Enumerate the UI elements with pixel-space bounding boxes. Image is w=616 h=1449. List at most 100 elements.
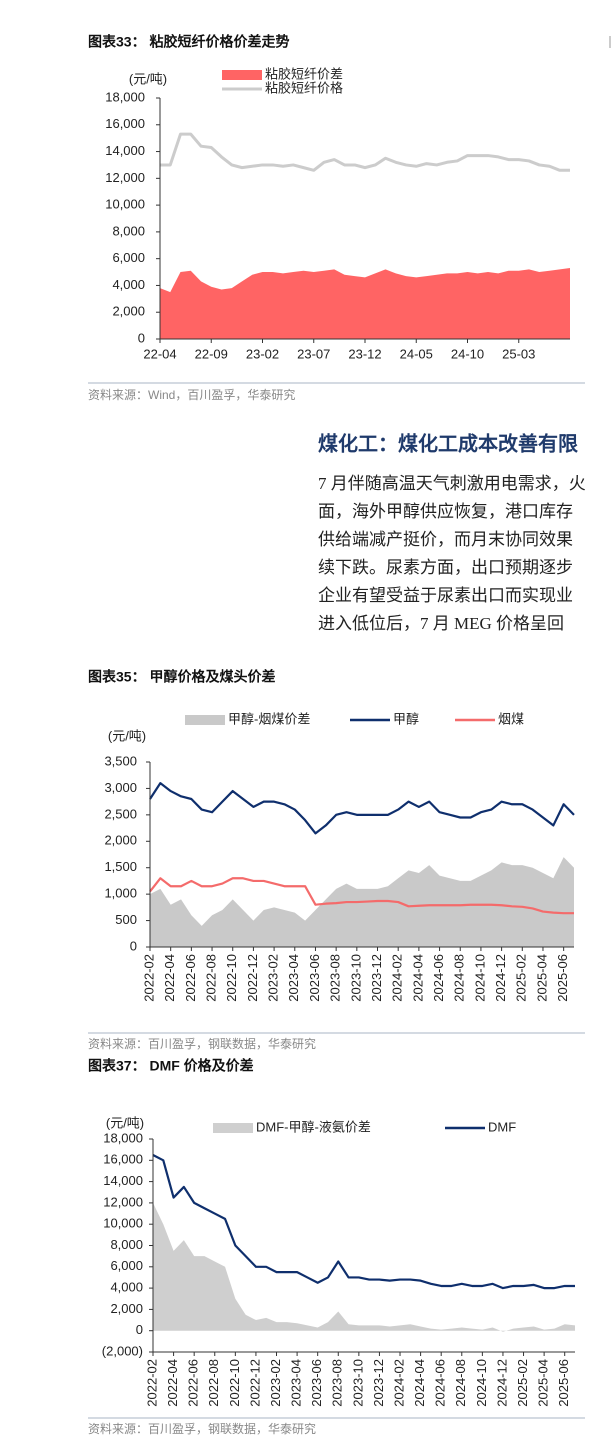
chart-title: 图表35： 甲醇价格及煤头价差 bbox=[88, 669, 275, 685]
y-tick-label: 14,000 bbox=[103, 1173, 143, 1188]
chart-title: 图表37： DMF 价格及价差 bbox=[88, 1058, 254, 1074]
x-tick-label: 2024-06 bbox=[431, 954, 446, 1002]
y-tick-label: 6,000 bbox=[110, 1258, 143, 1273]
x-tick-label: 23-12 bbox=[348, 346, 381, 361]
y-tick-label: 0 bbox=[136, 1322, 143, 1337]
source-note: 资料来源：Wind，百川盈孚，华泰研究 bbox=[88, 387, 295, 402]
y-tick-label: 0 bbox=[130, 938, 137, 953]
y-axis-unit: (元/吨) bbox=[106, 1115, 144, 1130]
x-tick-label: 2023-06 bbox=[307, 954, 322, 1002]
x-tick-label: 2023-12 bbox=[369, 954, 384, 1002]
y-tick-label: 2,000 bbox=[104, 833, 137, 848]
x-tick-label: 2022-12 bbox=[245, 954, 260, 1002]
y-tick-label: 18,000 bbox=[103, 1130, 143, 1145]
x-tick-label: 24-05 bbox=[400, 346, 433, 361]
legend-swatch bbox=[213, 1123, 253, 1133]
y-tick-label: 4,000 bbox=[110, 1280, 143, 1295]
y-tick-label: 8,000 bbox=[110, 1237, 143, 1252]
article-line: 面，海外甲醇供应恢复，港口库存 bbox=[318, 502, 573, 521]
x-tick-label: 2022-02 bbox=[141, 954, 156, 1002]
x-tick-label: 22-04 bbox=[143, 346, 176, 361]
y-tick-label: (2,000) bbox=[102, 1343, 143, 1358]
x-tick-label: 2022-02 bbox=[144, 1359, 159, 1407]
article-line: 企业有望受益于尿素出口而实现业 bbox=[318, 586, 573, 605]
x-tick-label: 2024-02 bbox=[391, 1359, 406, 1407]
x-tick-label: 2024-04 bbox=[410, 954, 425, 1002]
x-tick-label: 2024-02 bbox=[390, 954, 405, 1002]
legend-label: 粘胶短纤价格 bbox=[265, 80, 343, 95]
x-tick-label: 2022-06 bbox=[186, 1359, 201, 1407]
y-tick-label: 1,000 bbox=[104, 886, 137, 901]
y-tick-label: 2,500 bbox=[104, 806, 137, 821]
x-tick-label: 2024-06 bbox=[433, 1359, 448, 1407]
article-line: 续下跌。尿素方面，出口预期逐步 bbox=[318, 558, 573, 577]
x-tick-label: 2023-02 bbox=[268, 1359, 283, 1407]
x-tick-label: 2022-10 bbox=[224, 954, 239, 1002]
x-tick-label: 24-10 bbox=[451, 346, 484, 361]
y-tick-label: 4,000 bbox=[112, 277, 145, 292]
x-tick-label: 2024-10 bbox=[472, 954, 487, 1002]
y-tick-label: 500 bbox=[115, 912, 137, 927]
x-tick-label: 2023-08 bbox=[328, 954, 343, 1002]
x-tick-label: 2024-12 bbox=[494, 1359, 509, 1407]
y-axis-unit: (元/吨) bbox=[129, 71, 167, 86]
x-tick-label: 2023-08 bbox=[330, 1359, 345, 1407]
article-line: 进入低位后，7 月 MEG 价格呈回 bbox=[318, 614, 564, 633]
legend-swatch bbox=[222, 70, 262, 80]
x-tick-label: 2025-06 bbox=[555, 954, 570, 1002]
line bbox=[160, 132, 570, 172]
x-tick-label: 2025-06 bbox=[556, 1359, 571, 1407]
x-tick-label: 2025-04 bbox=[536, 1359, 551, 1407]
y-tick-label: 16,000 bbox=[105, 116, 145, 131]
x-tick-label: 2023-10 bbox=[350, 1359, 365, 1407]
x-tick-label: 2024-08 bbox=[453, 1359, 468, 1407]
y-tick-label: 6,000 bbox=[112, 250, 145, 265]
x-tick-label: 2023-02 bbox=[266, 954, 281, 1002]
area bbox=[153, 1202, 575, 1332]
y-tick-label: 10,000 bbox=[103, 1216, 143, 1231]
x-tick-label: 2024-10 bbox=[474, 1359, 489, 1407]
x-tick-label: 23-07 bbox=[297, 346, 330, 361]
legend-swatch bbox=[185, 715, 225, 725]
x-tick-label: 2022-04 bbox=[162, 954, 177, 1002]
x-tick-label: 2022-08 bbox=[206, 1359, 221, 1407]
x-tick-label: 2023-04 bbox=[286, 954, 301, 1002]
y-axis-unit: (元/吨) bbox=[108, 728, 146, 743]
x-tick-label: 2025-02 bbox=[514, 954, 529, 1002]
x-tick-label: 23-02 bbox=[246, 346, 279, 361]
article-line: 供给端减产挺价，而月末协同效果 bbox=[318, 530, 573, 549]
article-heading: 煤化工：煤化工成本改善有限 bbox=[318, 432, 578, 456]
line bbox=[152, 1153, 575, 1290]
line bbox=[149, 782, 575, 835]
x-tick-label: 2022-12 bbox=[247, 1359, 262, 1407]
legend-label: 烟煤 bbox=[498, 711, 524, 726]
x-tick-label: 2022-10 bbox=[227, 1359, 242, 1407]
x-tick-label: 22-09 bbox=[195, 346, 228, 361]
legend-label: DMF bbox=[488, 1119, 516, 1134]
x-tick-label: 2023-10 bbox=[348, 954, 363, 1002]
source-note: 资料来源：百川盈孚，钢联数据，华泰研究 bbox=[88, 1421, 316, 1436]
y-tick-label: 14,000 bbox=[105, 143, 145, 158]
x-tick-label: 2022-08 bbox=[203, 954, 218, 1002]
y-tick-label: 3,000 bbox=[104, 780, 137, 795]
x-tick-label: 2024-12 bbox=[493, 954, 508, 1002]
legend-label: DMF-甲醇-液氨价差 bbox=[256, 1119, 371, 1134]
y-tick-label: 8,000 bbox=[112, 223, 145, 238]
y-tick-label: 2,000 bbox=[110, 1301, 143, 1316]
legend-label: 甲醇 bbox=[393, 711, 419, 726]
y-tick-label: 10,000 bbox=[105, 197, 145, 212]
x-tick-label: 2022-04 bbox=[165, 1359, 180, 1407]
article-line: 7 月伴随高温天气刺激用电需求，火 bbox=[318, 474, 586, 493]
x-tick-label: 25-03 bbox=[502, 346, 535, 361]
x-tick-label: 2023-12 bbox=[371, 1359, 386, 1407]
y-tick-label: 12,000 bbox=[105, 170, 145, 185]
x-tick-label: 2025-02 bbox=[515, 1359, 530, 1407]
chart-title: 图表33： 粘胶短纤价格价差走势 bbox=[88, 34, 289, 50]
y-tick-label: 3,500 bbox=[104, 753, 137, 768]
area bbox=[160, 268, 570, 339]
x-tick-label: 2023-04 bbox=[289, 1359, 304, 1407]
y-tick-label: 12,000 bbox=[103, 1194, 143, 1209]
source-note: 资料来源：百川盈孚，钢联数据，华泰研究 bbox=[88, 1036, 316, 1051]
